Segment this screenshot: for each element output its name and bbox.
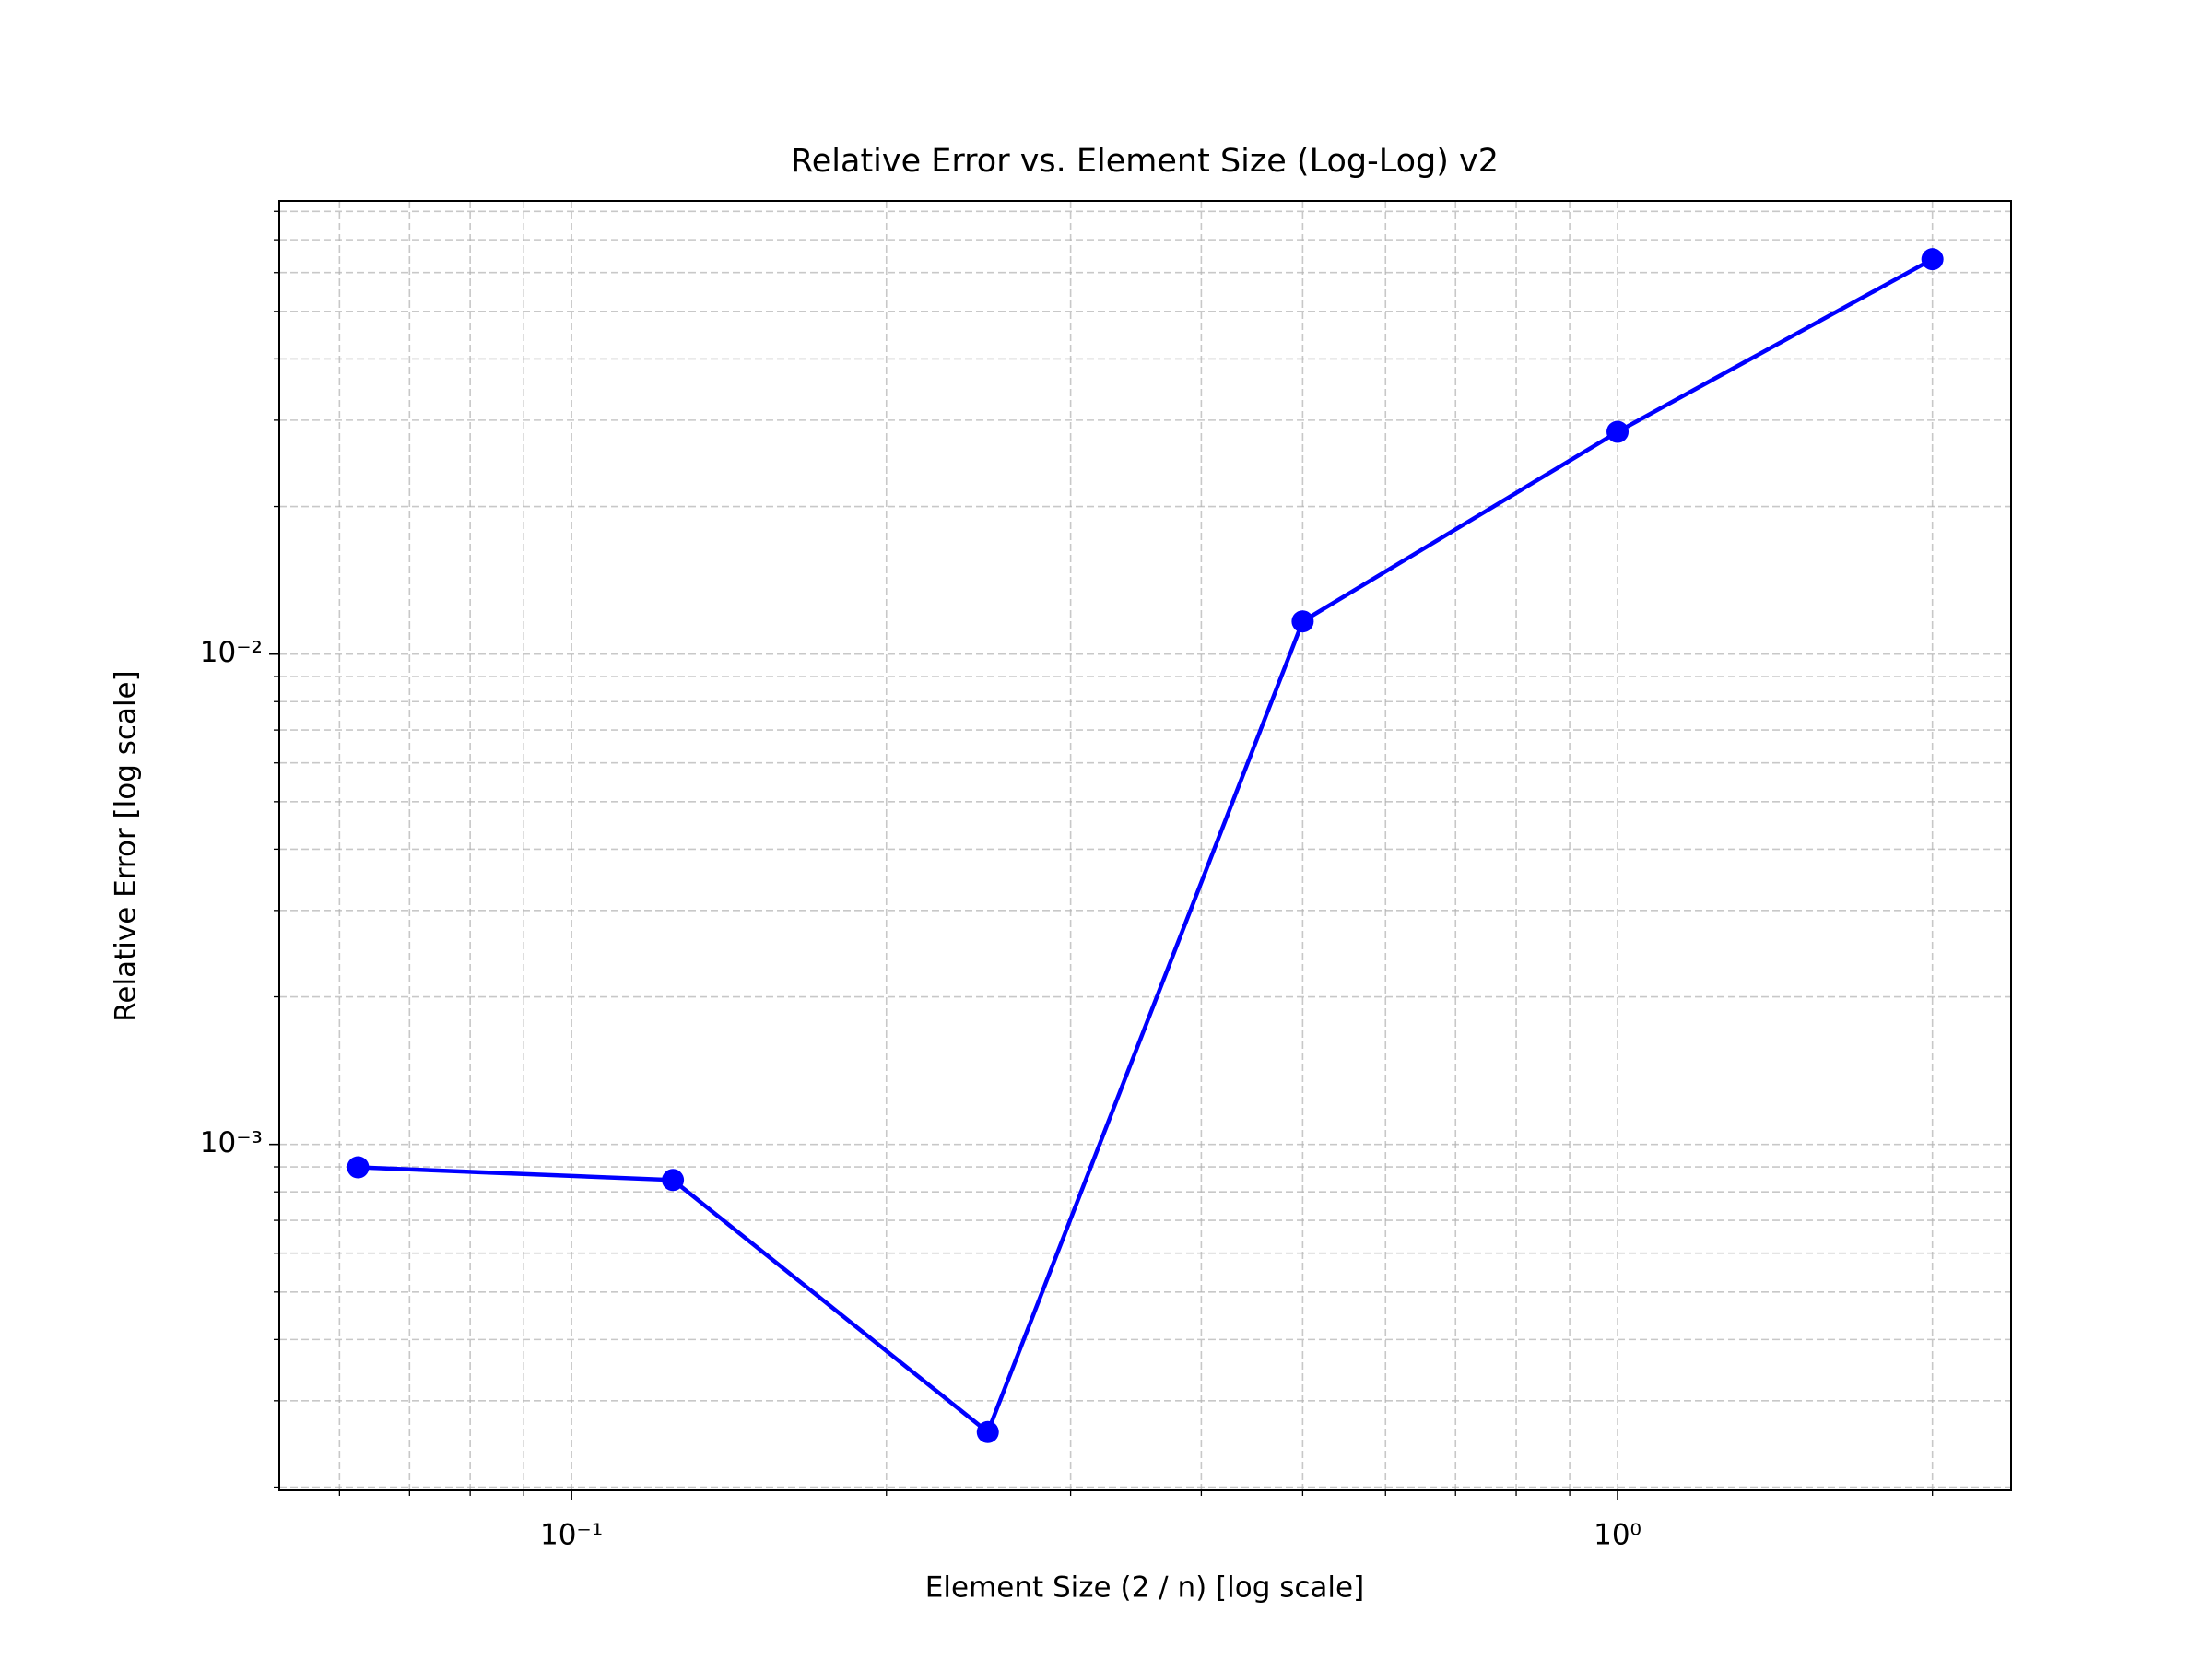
y-axis-label: Relative Error [log scale]: [110, 670, 143, 1021]
data-point: [976, 1420, 999, 1443]
x-tick-label: 10⁰: [1594, 1519, 1641, 1552]
y-tick-label: 10⁻³: [200, 1126, 263, 1159]
data-point: [662, 1169, 685, 1192]
data-point: [1291, 610, 1314, 633]
data-point: [1606, 420, 1630, 443]
x-tick-label: 10⁻¹: [540, 1519, 603, 1552]
data-line: [358, 257, 1934, 1436]
chart-title: Relative Error vs. Element Size (Log-Log…: [791, 143, 1499, 180]
data-point: [347, 1156, 370, 1179]
data-point: [1921, 248, 1944, 271]
plot-frame: [278, 200, 2012, 1491]
x-axis-label: Element Size (2 / n) [log scale]: [925, 1571, 1364, 1605]
y-tick-label: 10⁻²: [200, 636, 263, 669]
